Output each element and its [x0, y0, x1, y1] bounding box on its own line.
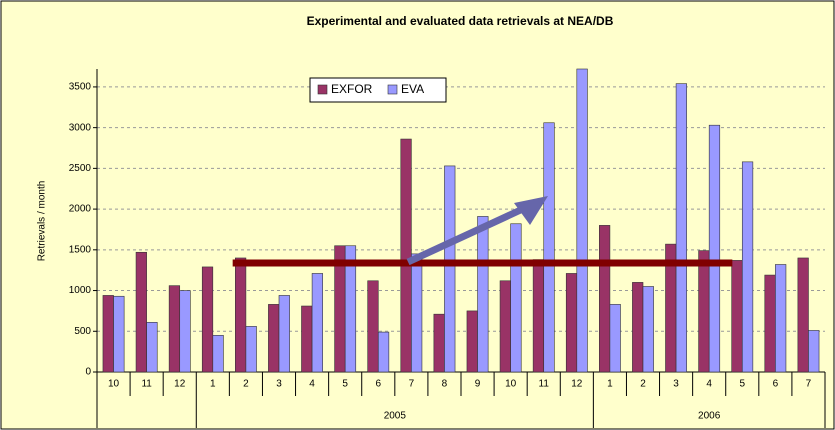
x-tick-label: 6 — [773, 379, 779, 390]
y-axis-label: Retrievals / month — [37, 181, 48, 262]
bar — [400, 138, 412, 373]
bar — [642, 286, 654, 373]
x-tick-label: 5 — [342, 379, 348, 390]
x-tick-label: 11 — [141, 379, 152, 390]
bar — [268, 304, 280, 373]
legend-swatch — [387, 84, 398, 95]
y-tick-label: 1000 — [69, 285, 92, 296]
group-label: 2006 — [698, 411, 721, 422]
x-tick-label: 1 — [607, 379, 613, 390]
x-tick-label: 7 — [806, 379, 812, 390]
x-tick-label: 10 — [108, 379, 120, 390]
bar — [466, 310, 478, 373]
bar — [146, 322, 158, 373]
x-tick-label: 7 — [409, 379, 415, 390]
y-tick-label: 2500 — [69, 163, 92, 174]
bar — [599, 225, 611, 373]
y-tick-label: 500 — [74, 326, 91, 337]
x-tick-label: 12 — [571, 379, 583, 390]
bar — [543, 122, 555, 373]
x-tick-label: 8 — [442, 379, 448, 390]
bar — [433, 313, 445, 373]
bar — [344, 245, 357, 373]
x-tick-label: 1 — [210, 379, 216, 390]
x-tick-label: 6 — [375, 379, 381, 390]
bar — [708, 124, 721, 373]
x-tick-label: 4 — [309, 379, 315, 390]
x-tick-label: 2 — [640, 379, 646, 390]
bar — [808, 330, 820, 373]
y-tick-label: 3500 — [69, 82, 92, 93]
bar — [377, 331, 390, 373]
legend-label: EVA — [401, 82, 424, 96]
y-tick-label: 1500 — [69, 244, 92, 255]
group-label: 2005 — [384, 411, 407, 422]
bar — [532, 259, 545, 373]
bar — [102, 295, 114, 373]
bar — [741, 161, 754, 373]
bar — [698, 250, 710, 373]
bar — [212, 335, 224, 373]
y-tick-label: 2000 — [69, 204, 92, 215]
x-tick-label: 5 — [739, 379, 745, 390]
x-tick-label: 2 — [243, 379, 249, 390]
bar — [245, 326, 257, 373]
x-tick-label: 11 — [539, 379, 550, 390]
bar — [444, 165, 456, 373]
y-tick-label: 0 — [85, 367, 91, 378]
bar — [201, 266, 214, 373]
bar — [797, 257, 809, 373]
bar — [576, 68, 588, 373]
bar — [565, 273, 578, 373]
bar — [301, 305, 313, 373]
bar — [510, 223, 522, 373]
bar — [632, 282, 644, 373]
x-tick-label: 10 — [505, 379, 517, 390]
x-tick-label: 4 — [706, 379, 712, 390]
bar — [235, 257, 247, 373]
trend-arrow-head — [514, 196, 548, 225]
trend-arrow — [406, 206, 523, 266]
bar — [499, 280, 511, 373]
y-tick-label: 3000 — [69, 122, 92, 133]
bar — [179, 290, 191, 373]
bar — [477, 216, 489, 373]
bar — [609, 304, 621, 373]
bar — [775, 264, 787, 373]
x-tick-label: 3 — [276, 379, 282, 390]
bar — [311, 273, 323, 373]
x-tick-label: 12 — [174, 379, 186, 390]
bar — [168, 285, 181, 373]
bar — [764, 274, 776, 373]
bar — [731, 260, 743, 373]
bar — [675, 83, 687, 373]
bar — [278, 295, 290, 373]
bar — [367, 280, 379, 373]
legend-swatch — [317, 84, 328, 95]
bar — [113, 295, 125, 373]
legend-box — [309, 77, 447, 103]
x-tick-label: 3 — [673, 379, 679, 390]
legend-label: EXFOR — [331, 82, 373, 96]
x-tick-label: 9 — [475, 379, 481, 390]
chart-title: Experimental and evaluated data retrieva… — [307, 14, 614, 28]
bar — [135, 251, 147, 373]
bar — [411, 253, 423, 373]
